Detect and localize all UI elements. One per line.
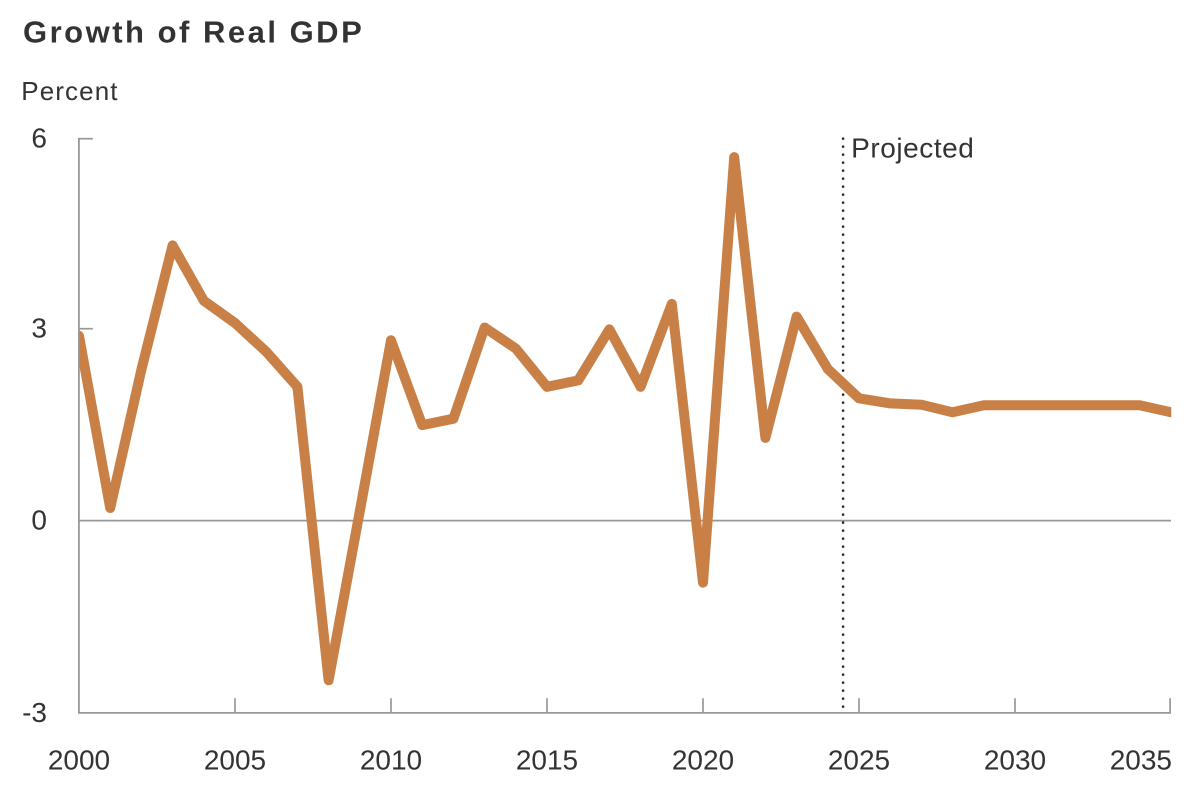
svg-text:0: 0 xyxy=(31,505,47,536)
svg-text:3: 3 xyxy=(31,313,47,344)
svg-text:Projected: Projected xyxy=(851,133,974,164)
svg-text:2030: 2030 xyxy=(984,744,1046,775)
svg-text:2025: 2025 xyxy=(828,744,890,775)
svg-text:2020: 2020 xyxy=(672,744,734,775)
svg-text:Percent: Percent xyxy=(21,76,118,106)
svg-text:6: 6 xyxy=(31,123,47,154)
svg-text:2035: 2035 xyxy=(1110,744,1172,775)
svg-text:2015: 2015 xyxy=(516,744,578,775)
svg-text:2000: 2000 xyxy=(48,744,110,775)
svg-text:2005: 2005 xyxy=(204,744,266,775)
svg-text:2010: 2010 xyxy=(360,744,422,775)
svg-text:-3: -3 xyxy=(22,697,47,728)
svg-text:Growth of Real GDP: Growth of Real GDP xyxy=(23,15,364,50)
